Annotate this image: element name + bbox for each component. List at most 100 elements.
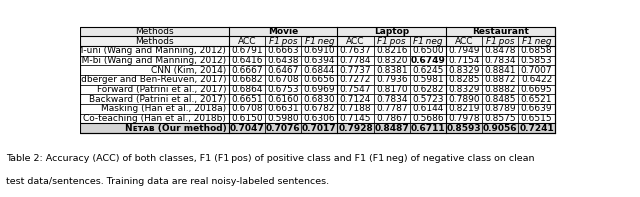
Text: 0.6639: 0.6639 bbox=[521, 104, 552, 113]
Bar bbox=[337, 123, 374, 133]
Bar bbox=[265, 94, 301, 104]
Bar bbox=[374, 85, 410, 94]
Bar bbox=[80, 36, 229, 46]
Text: 0.8789: 0.8789 bbox=[484, 104, 516, 113]
Bar bbox=[518, 75, 555, 85]
Bar bbox=[80, 104, 229, 113]
Bar bbox=[446, 27, 555, 36]
Text: 0.6245: 0.6245 bbox=[412, 66, 444, 75]
Text: 0.7928: 0.7928 bbox=[338, 124, 373, 133]
Bar bbox=[518, 36, 555, 46]
Text: 0.8593: 0.8593 bbox=[447, 124, 481, 133]
Text: F1 pos: F1 pos bbox=[378, 37, 406, 46]
Text: 0.6394: 0.6394 bbox=[303, 56, 335, 65]
Bar bbox=[301, 94, 337, 104]
Bar bbox=[337, 104, 374, 113]
Bar bbox=[301, 75, 337, 85]
Bar bbox=[337, 27, 446, 36]
Bar bbox=[80, 113, 229, 123]
Text: ACC: ACC bbox=[455, 37, 474, 46]
Bar bbox=[410, 75, 446, 85]
Text: 0.6160: 0.6160 bbox=[268, 95, 299, 104]
Bar bbox=[410, 94, 446, 104]
Bar bbox=[518, 94, 555, 104]
Bar bbox=[410, 36, 446, 46]
Text: 0.6753: 0.6753 bbox=[268, 85, 299, 94]
Bar bbox=[80, 27, 555, 133]
Bar bbox=[483, 46, 518, 56]
Bar bbox=[229, 104, 265, 113]
Bar bbox=[374, 36, 410, 46]
Text: 0.5723: 0.5723 bbox=[412, 95, 444, 104]
Bar bbox=[483, 65, 518, 75]
Text: 0.7784: 0.7784 bbox=[340, 56, 371, 65]
Text: F1 neg: F1 neg bbox=[522, 37, 552, 46]
Bar bbox=[483, 56, 518, 65]
Text: 0.8882: 0.8882 bbox=[484, 85, 516, 94]
Text: 0.6864: 0.6864 bbox=[231, 85, 262, 94]
Bar bbox=[265, 113, 301, 123]
Text: 0.8329: 0.8329 bbox=[449, 85, 480, 94]
Bar bbox=[374, 56, 410, 65]
Text: 0.6910: 0.6910 bbox=[303, 46, 335, 55]
Text: 0.7124: 0.7124 bbox=[340, 95, 371, 104]
Text: 0.8872: 0.8872 bbox=[484, 75, 516, 84]
Text: 0.8487: 0.8487 bbox=[374, 124, 409, 133]
Bar bbox=[374, 75, 410, 85]
Text: 0.7787: 0.7787 bbox=[376, 104, 408, 113]
Text: 0.7145: 0.7145 bbox=[340, 114, 371, 123]
Text: Methods: Methods bbox=[135, 37, 173, 46]
Text: 0.7076: 0.7076 bbox=[266, 124, 300, 133]
Text: 0.6651: 0.6651 bbox=[231, 95, 262, 104]
Text: 0.7007: 0.7007 bbox=[521, 66, 552, 75]
Bar bbox=[410, 113, 446, 123]
Bar bbox=[301, 65, 337, 75]
Bar bbox=[410, 85, 446, 94]
Bar bbox=[229, 46, 265, 56]
Bar bbox=[80, 65, 229, 75]
Text: Masking (Han et al., 2018a): Masking (Han et al., 2018a) bbox=[101, 104, 227, 113]
Bar bbox=[229, 85, 265, 94]
Text: 0.6306: 0.6306 bbox=[303, 114, 335, 123]
Text: F1 pos: F1 pos bbox=[486, 37, 515, 46]
Bar bbox=[301, 46, 337, 56]
Bar bbox=[483, 85, 518, 94]
Text: F1 pos: F1 pos bbox=[269, 37, 298, 46]
Bar bbox=[518, 56, 555, 65]
Text: Table 2: Accuracy (ACC) of both classes, F1 (F1 pos) of positive class and F1 (F: Table 2: Accuracy (ACC) of both classes,… bbox=[6, 154, 535, 163]
Bar bbox=[446, 123, 483, 133]
Text: 0.6695: 0.6695 bbox=[521, 85, 552, 94]
Text: 0.8841: 0.8841 bbox=[484, 66, 516, 75]
Bar bbox=[446, 65, 483, 75]
Bar bbox=[446, 113, 483, 123]
Bar bbox=[446, 46, 483, 56]
Bar bbox=[301, 56, 337, 65]
Text: 0.6830: 0.6830 bbox=[303, 95, 335, 104]
Bar bbox=[265, 56, 301, 65]
Bar bbox=[518, 65, 555, 75]
Text: Co-teaching (Han et al., 2018b): Co-teaching (Han et al., 2018b) bbox=[83, 114, 227, 123]
Text: 0.6416: 0.6416 bbox=[231, 56, 262, 65]
Bar bbox=[301, 104, 337, 113]
Text: 0.6467: 0.6467 bbox=[268, 66, 299, 75]
Bar bbox=[446, 94, 483, 104]
Bar bbox=[301, 85, 337, 94]
Bar bbox=[80, 94, 229, 104]
Text: 0.6782: 0.6782 bbox=[303, 104, 335, 113]
Text: 0.6969: 0.6969 bbox=[303, 85, 335, 94]
Bar bbox=[301, 36, 337, 46]
Text: 0.6422: 0.6422 bbox=[521, 75, 552, 84]
Bar bbox=[229, 27, 337, 36]
Bar bbox=[518, 46, 555, 56]
Text: Nᴇᴛᴀʙ (Our method): Nᴇᴛᴀʙ (Our method) bbox=[125, 124, 227, 133]
Text: 0.6438: 0.6438 bbox=[268, 56, 299, 65]
Bar bbox=[446, 36, 483, 46]
Bar bbox=[265, 65, 301, 75]
Text: 0.6656: 0.6656 bbox=[303, 75, 335, 84]
Text: 0.7547: 0.7547 bbox=[340, 85, 371, 94]
Bar bbox=[483, 36, 518, 46]
Text: Backward (Patrini et al., 2017): Backward (Patrini et al., 2017) bbox=[89, 95, 227, 104]
Bar bbox=[337, 56, 374, 65]
Bar bbox=[229, 36, 265, 46]
Bar bbox=[374, 65, 410, 75]
